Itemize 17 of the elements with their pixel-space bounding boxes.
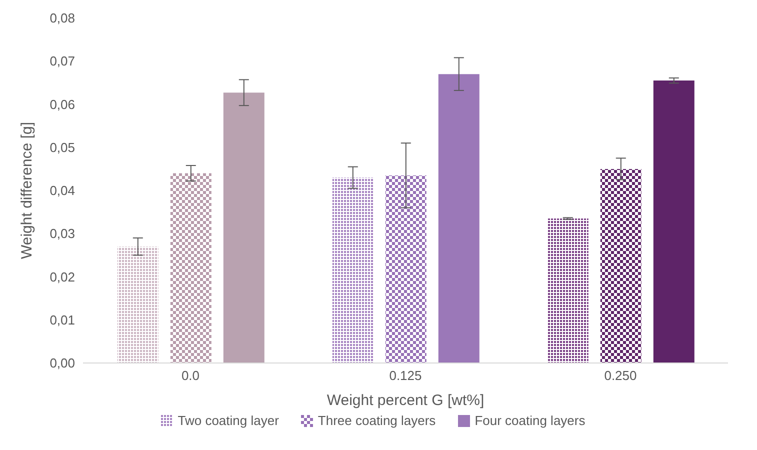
y-axis-title: Weight difference [g] bbox=[18, 122, 36, 260]
y-tick-label: 0,04 bbox=[50, 183, 75, 198]
y-tick-label: 0,06 bbox=[50, 96, 75, 112]
x-axis-title: Weight percent G [wt%] bbox=[326, 392, 484, 409]
legend-label: Two coating layer bbox=[176, 413, 279, 428]
y-tick-label: 0,07 bbox=[50, 54, 75, 69]
x-tick-label: 0.0 bbox=[181, 368, 200, 384]
x-tick-label: 0.250 bbox=[604, 368, 637, 384]
y-tick-label: 0,08 bbox=[50, 10, 75, 26]
y-tick-label: 0,02 bbox=[50, 269, 75, 284]
y-tick-label: 0,03 bbox=[50, 226, 75, 242]
legend-label: Three coating layers bbox=[316, 413, 436, 428]
y-tick-label: 0,01 bbox=[50, 312, 75, 328]
y-tick-label: 0,00 bbox=[50, 356, 75, 371]
legend-label: Four coating layers bbox=[474, 413, 586, 428]
y-tick-label: 0,05 bbox=[50, 140, 75, 155]
x-tick-label: 0.125 bbox=[389, 368, 422, 384]
